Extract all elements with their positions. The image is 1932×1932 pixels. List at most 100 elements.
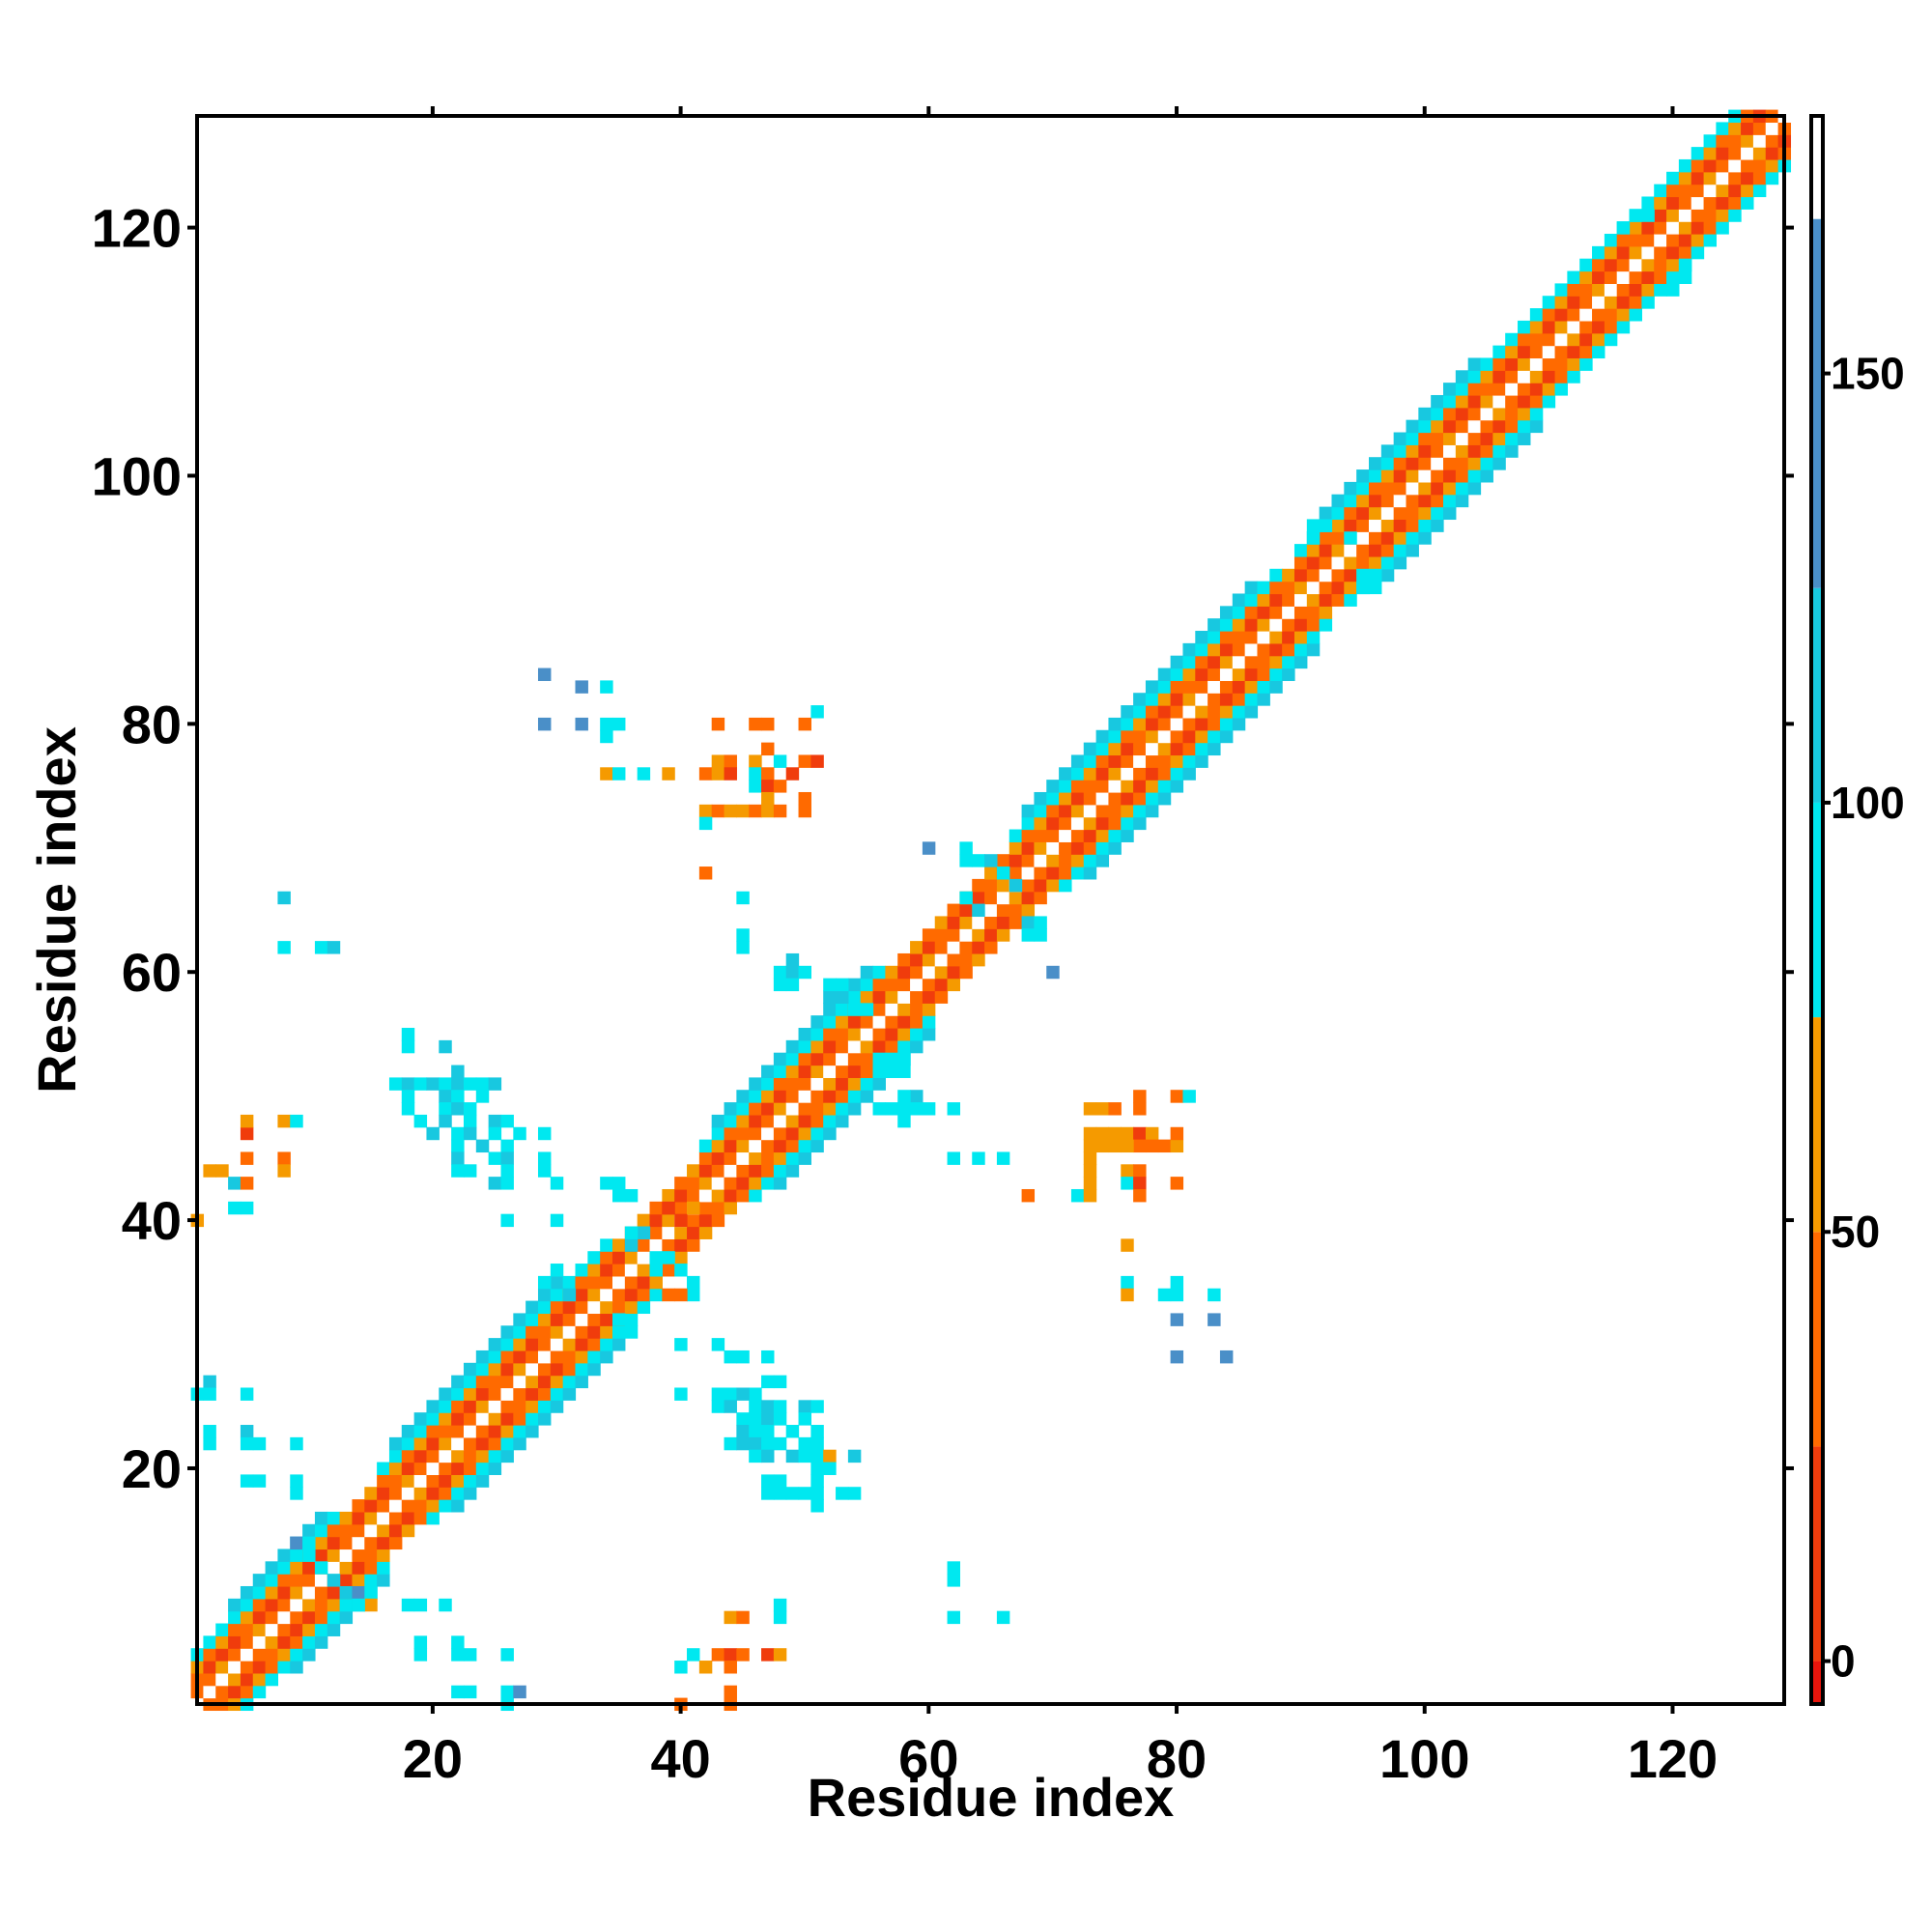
heatmap-cell: [798, 1449, 811, 1463]
heatmap-cell: [1369, 519, 1382, 532]
heatmap-cell: [1034, 854, 1047, 867]
heatmap-cell: [897, 1052, 911, 1066]
heatmap-cell: [1703, 221, 1718, 235]
heatmap-cell: [488, 1077, 502, 1091]
heatmap-cell: [1257, 606, 1270, 619]
heatmap-cell: [624, 1238, 639, 1252]
heatmap-cell: [724, 754, 737, 768]
heatmap-cell: [612, 1325, 626, 1339]
heatmap-cell: [1344, 531, 1357, 545]
heatmap-cell: [1293, 618, 1308, 632]
heatmap-cell: [773, 780, 787, 793]
heatmap-cell: [1145, 780, 1159, 793]
heatmap-cell: [1480, 394, 1493, 409]
heatmap-cell: [612, 1264, 626, 1277]
heatmap-cell: [1257, 642, 1270, 657]
heatmap-cell: [1034, 891, 1047, 905]
heatmap-cell: [736, 1425, 750, 1438]
heatmap-cell: [959, 928, 973, 942]
heatmap-cell: [1219, 642, 1234, 657]
heatmap-cell: [600, 680, 613, 694]
heatmap-cell: [1579, 345, 1593, 359]
heatmap-cell: [451, 1499, 465, 1513]
heatmap-cell: [1244, 581, 1259, 595]
heatmap-cell: [761, 1648, 775, 1662]
heatmap-cell: [773, 1648, 787, 1662]
heatmap-cell: [1195, 729, 1208, 744]
heatmap-cell: [1009, 903, 1023, 918]
heatmap-cell: [698, 1201, 713, 1215]
heatmap-cell: [1703, 209, 1718, 222]
heatmap-cell: [252, 1648, 267, 1662]
heatmap-cell: [526, 1400, 539, 1413]
heatmap-cell: [575, 1275, 588, 1290]
heatmap-cell: [339, 1598, 354, 1612]
heatmap-cell: [1095, 729, 1110, 744]
heatmap-cell: [1009, 867, 1023, 880]
heatmap-cell: [1344, 494, 1357, 508]
heatmap-cell: [1059, 878, 1072, 893]
heatmap-cell: [1108, 1139, 1122, 1153]
heatmap-cell: [749, 1077, 762, 1091]
heatmap-cell: [662, 1264, 675, 1277]
heatmap-cell: [537, 1362, 552, 1377]
heatmap-cell: [1467, 383, 1482, 396]
heatmap-cell: [847, 990, 862, 1004]
heatmap-cell: [1083, 1151, 1097, 1165]
colorbar-bin: [1811, 1017, 1823, 1233]
heatmap-cell: [550, 1387, 564, 1401]
heatmap-cell: [575, 717, 588, 731]
heatmap-cell: [1418, 432, 1432, 445]
heatmap-cell: [1741, 158, 1754, 173]
heatmap-cell: [1208, 680, 1221, 694]
heatmap-cell: [500, 1362, 514, 1377]
heatmap-cell: [761, 1436, 775, 1451]
plot-frame: [195, 114, 1786, 1706]
heatmap-cell: [1431, 519, 1444, 532]
heatmap-cell: [860, 1065, 874, 1078]
heatmap-cell: [426, 1412, 440, 1426]
heatmap-cell: [1418, 444, 1432, 458]
heatmap-cell: [1021, 816, 1036, 831]
heatmap-cell: [203, 1672, 216, 1687]
heatmap-cell: [203, 1375, 216, 1389]
heatmap-cell: [1170, 742, 1184, 756]
heatmap-cell: [1703, 184, 1718, 198]
heatmap-cell: [1592, 270, 1605, 284]
heatmap-cell: [736, 1102, 750, 1116]
heatmap-cell: [1492, 394, 1506, 409]
heatmap-cell: [1455, 469, 1469, 483]
heatmap-cell: [1505, 394, 1519, 409]
heatmap-cell: [1046, 791, 1060, 806]
heatmap-cell: [1208, 631, 1221, 644]
heatmap-cell: [314, 1536, 328, 1550]
heatmap-cell: [922, 941, 936, 954]
heatmap-cell: [500, 1375, 514, 1389]
heatmap-cell: [1108, 804, 1122, 818]
heatmap-cell: [426, 1487, 440, 1500]
heatmap-cell: [1133, 1164, 1147, 1178]
heatmap-cell: [1629, 234, 1642, 247]
heatmap-cell: [1369, 555, 1382, 570]
heatmap-cell: [785, 1090, 800, 1103]
heatmap-cell: [1542, 357, 1556, 371]
heatmap-cell: [773, 1102, 787, 1116]
heatmap-cell: [562, 1375, 577, 1389]
heatmap-cell: [1293, 631, 1308, 644]
heatmap-cell: [637, 1264, 651, 1277]
heatmap-cell: [1406, 469, 1419, 483]
heatmap-cell: [823, 1126, 837, 1141]
heatmap-cell: [513, 1400, 526, 1413]
heatmap-cell: [1752, 147, 1767, 160]
heatmap-cell: [674, 1213, 688, 1228]
heatmap-cell: [1356, 494, 1370, 508]
heatmap-cell: [773, 1598, 787, 1612]
heatmap-cell: [500, 1114, 514, 1128]
heatmap-cell: [1083, 1139, 1097, 1153]
heatmap-cell: [624, 1325, 639, 1339]
heatmap-cell: [1244, 631, 1259, 644]
heatmap-cell: [1728, 122, 1742, 135]
heatmap-cell: [1554, 296, 1568, 309]
heatmap-cell: [475, 1400, 490, 1413]
heatmap-cell: [439, 1102, 452, 1116]
